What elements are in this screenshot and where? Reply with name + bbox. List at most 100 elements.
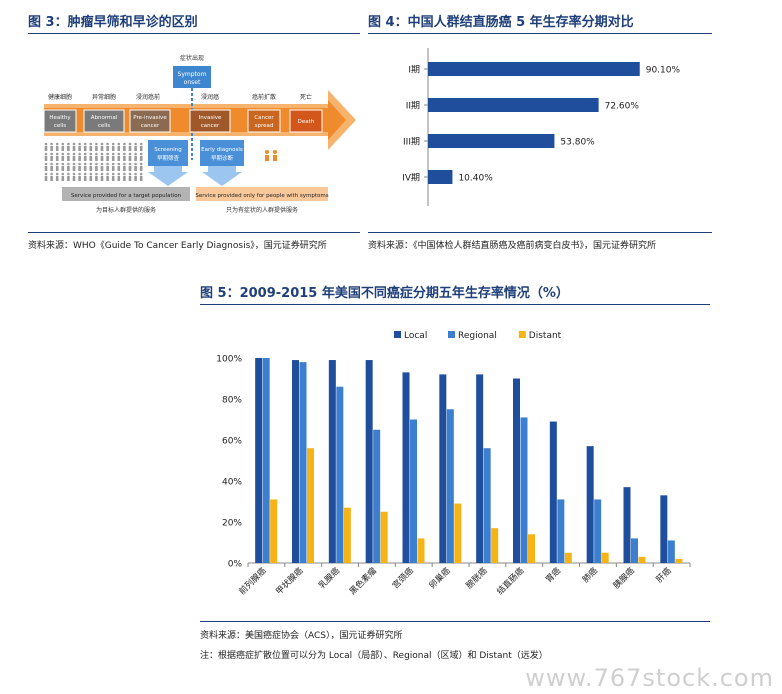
fig5-title-rule	[200, 304, 710, 305]
stage-cn-label: 异常细胞	[92, 93, 116, 101]
bar	[417, 538, 425, 563]
person-icon	[61, 166, 65, 171]
person-icon	[78, 156, 81, 161]
person-icon	[128, 146, 132, 151]
stage-cn-label: 癌前扩散	[252, 93, 276, 101]
y-tick-label: 60%	[222, 437, 242, 447]
fig5-bar-chart: Local Regional Distant 0% 20% 40% 60% 80% 100% 前列…	[216, 331, 691, 597]
category-label: III期	[403, 137, 420, 148]
stage-cn-label: 健康细胞	[48, 93, 72, 101]
person-icon	[139, 176, 143, 181]
person-icon	[67, 146, 70, 151]
bar	[549, 421, 557, 563]
person-icon	[72, 152, 76, 156]
svg-text:spread: spread	[255, 123, 274, 129]
person-icon	[61, 162, 65, 166]
bar	[528, 534, 535, 563]
person-icon	[61, 142, 65, 146]
person-icon	[83, 146, 87, 151]
person-icon	[117, 152, 121, 156]
person-icon	[100, 152, 104, 156]
symptom-service-bar	[196, 187, 328, 201]
bar	[564, 552, 572, 563]
fig4-title-rule	[368, 33, 712, 34]
svg-text:早期筛查: 早期筛查	[157, 154, 180, 162]
person-icon	[55, 172, 59, 176]
person-icon	[111, 162, 115, 166]
category-label: 肝癌	[654, 565, 674, 585]
person-icon	[50, 156, 53, 161]
person-icon	[134, 146, 137, 151]
person-icon	[83, 142, 87, 146]
fig3-source: 资料来源：WHO《Guide To Cancer Early Diagnosis…	[28, 241, 327, 251]
bar	[491, 528, 499, 563]
category-label: 胰腺癌	[611, 565, 637, 591]
person-icon	[139, 166, 143, 171]
person-icon	[139, 146, 143, 151]
bar	[380, 511, 388, 563]
person-icon	[128, 172, 132, 176]
watermark: www.767stock.com	[525, 664, 774, 692]
category-label: 卵巢癌	[427, 565, 453, 591]
person-icon	[106, 146, 109, 151]
person-icon	[61, 146, 65, 151]
person-icon	[139, 142, 143, 146]
person-icon	[134, 166, 137, 171]
bar	[594, 499, 602, 563]
value-label: 90.10%	[646, 66, 681, 76]
person-icon	[128, 152, 132, 156]
cancer-progression-diagram: 症状出现 Symptom onset 健康细胞 异常细胞 浸润癌前 浸润癌 癌前…	[43, 54, 356, 214]
person-icon	[139, 172, 143, 176]
fig4-source-rule	[368, 232, 712, 233]
y-tick-label: 40%	[222, 478, 242, 488]
person-icon	[106, 166, 109, 171]
svg-text:早期诊断: 早期诊断	[211, 154, 234, 162]
person-icon	[117, 156, 121, 161]
bar	[638, 556, 646, 563]
svg-text:Invasive: Invasive	[199, 115, 222, 121]
bar	[586, 446, 594, 563]
svg-text:Death: Death	[298, 119, 315, 125]
person-icon	[134, 162, 137, 166]
person-icon	[111, 176, 115, 181]
person-icon	[111, 146, 115, 151]
person-icon	[61, 156, 65, 161]
person-icon	[55, 156, 59, 161]
person-icon	[72, 176, 76, 181]
person-icon	[67, 176, 70, 181]
fig3-title: 图 3：肿瘤早筛和早诊的区别	[28, 15, 198, 30]
stage-box-invasive	[189, 109, 231, 133]
person-icon	[117, 162, 121, 166]
person-icon	[67, 152, 70, 156]
symptom-cn-label: 症状出现	[180, 54, 204, 62]
person-icon	[100, 146, 104, 151]
person-icon	[72, 172, 76, 176]
person-icon	[95, 176, 98, 181]
stage-cn-label: 浸润癌	[201, 93, 219, 101]
person-icon	[55, 166, 59, 171]
person-icon	[123, 156, 126, 161]
svg-text:cells: cells	[98, 123, 110, 129]
category-label: 结直肠癌	[495, 565, 527, 597]
person-icon	[134, 156, 137, 161]
person-icon	[72, 166, 76, 171]
person-icon	[44, 162, 48, 166]
bar	[336, 386, 344, 563]
person-icon	[95, 162, 98, 166]
fig5-source: 资料来源：美国癌症协会（ACS），国元证券研究所	[200, 631, 403, 641]
fig4-source: 资料来源：《中国体检人群结直肠癌及癌前病变白皮书》，国元证券研究所	[368, 241, 657, 251]
person-icon	[89, 162, 93, 166]
person-icon	[117, 146, 121, 151]
person-icon	[123, 176, 126, 181]
early-diagnosis-box	[200, 140, 244, 166]
person-icon	[72, 162, 76, 166]
person-icon	[95, 146, 98, 151]
symptom-box-line2: onset	[184, 79, 201, 86]
bar	[365, 360, 373, 563]
person-icon	[128, 142, 132, 146]
person-icon	[44, 146, 48, 151]
target-service-cn: 为目标人群提供的服务	[96, 206, 156, 214]
person-icon	[106, 172, 109, 176]
person-icon	[83, 176, 87, 181]
person-icon	[139, 152, 143, 156]
